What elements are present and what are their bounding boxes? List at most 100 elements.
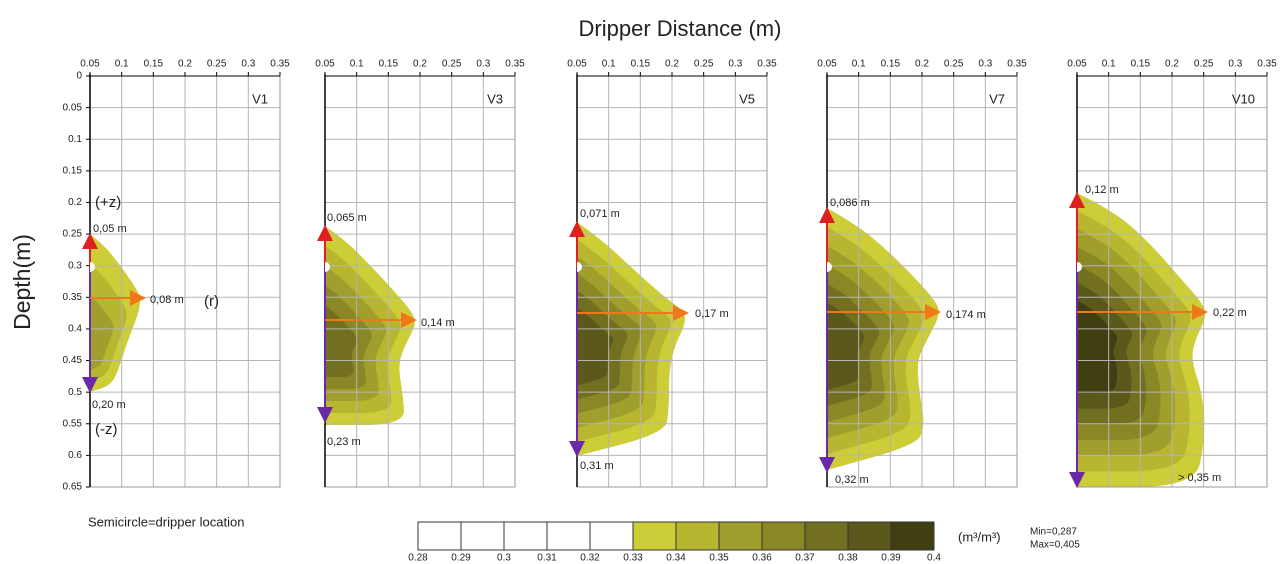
annotation: 0,12 m bbox=[1085, 184, 1119, 196]
x-tick-label: 0.05 bbox=[315, 59, 335, 70]
colorbar-tick-label: 0.37 bbox=[795, 553, 815, 564]
colorbar-box bbox=[675, 521, 720, 551]
x-tick-label: 0.15 bbox=[631, 59, 651, 70]
dripper bbox=[1077, 262, 1082, 272]
panel-title: V3 bbox=[487, 91, 503, 106]
annotation: > 0,35 m bbox=[1178, 472, 1221, 484]
x-tick-label: 0.1 bbox=[1102, 59, 1116, 70]
dripper bbox=[577, 262, 582, 272]
x-tick-label: 0.2 bbox=[413, 59, 427, 70]
x-tick-label: 0.3 bbox=[1228, 59, 1242, 70]
colorbar-tick-label: 0.3 bbox=[497, 553, 511, 564]
x-tick-label: 0.1 bbox=[602, 59, 616, 70]
annotation: 0,31 m bbox=[580, 460, 614, 472]
colorbar-tick-label: 0.32 bbox=[580, 553, 600, 564]
x-tick-label: 0.35 bbox=[1257, 59, 1277, 70]
colorbar-box bbox=[589, 521, 634, 551]
x-tick-label: 0.05 bbox=[567, 59, 587, 70]
colorbar-unit: (m³/m³) bbox=[958, 529, 1001, 544]
colorbar-tick-label: 0.4 bbox=[927, 553, 941, 564]
y-tick-label: 0.3 bbox=[68, 260, 82, 271]
y-tick-label: 0.05 bbox=[63, 102, 83, 113]
annotation: 0,32 m bbox=[835, 474, 869, 486]
colorbar-tick-label: 0.28 bbox=[408, 553, 428, 564]
x-tick-label: 0.3 bbox=[978, 59, 992, 70]
contour-band bbox=[577, 307, 613, 386]
x-tick-label: 0.2 bbox=[915, 59, 929, 70]
annotation: 0,20 m bbox=[92, 399, 126, 411]
x-tick-label: 0.2 bbox=[1165, 59, 1179, 70]
colorbar-box bbox=[503, 521, 548, 551]
colorbar-tick-label: 0.35 bbox=[709, 553, 729, 564]
colorbar-tick-label: 0.36 bbox=[752, 553, 772, 564]
contour-band bbox=[1077, 300, 1118, 394]
colorbar-tick-label: 0.34 bbox=[666, 553, 686, 564]
dripper bbox=[325, 262, 330, 272]
colorbar-box bbox=[460, 521, 505, 551]
x-tick-label: 0.15 bbox=[379, 59, 399, 70]
x-tick-label: 0.1 bbox=[115, 59, 129, 70]
annotation: 0,065 m bbox=[327, 212, 367, 224]
colorbar-box bbox=[417, 521, 462, 551]
colorbar-box bbox=[847, 521, 892, 551]
colorbar-tick-label: 0.31 bbox=[537, 553, 557, 564]
x-tick-label: 0.25 bbox=[207, 59, 227, 70]
contour bbox=[1077, 193, 1206, 487]
y-tick-label: 0.35 bbox=[63, 292, 83, 303]
note: Semicircle=dripper location bbox=[88, 514, 244, 529]
colorbar-box bbox=[804, 521, 849, 551]
dripper bbox=[827, 262, 832, 272]
colorbar-box bbox=[890, 521, 935, 551]
x-tick-label: 0.25 bbox=[694, 59, 714, 70]
y-tick-label: 0.65 bbox=[63, 482, 83, 493]
y-tick-label: 0.25 bbox=[63, 229, 83, 240]
colorbar-tick-label: 0.39 bbox=[881, 553, 901, 564]
panel-title: V5 bbox=[739, 91, 755, 106]
annotation: 0,22 m bbox=[1213, 307, 1247, 319]
x-tick-label: 0.25 bbox=[1194, 59, 1214, 70]
x-tick-label: 0.35 bbox=[270, 59, 290, 70]
x-tick-label: 0.05 bbox=[80, 59, 100, 70]
colorbar-box bbox=[718, 521, 763, 551]
x-tick-label: 0.1 bbox=[350, 59, 364, 70]
colorbar-tick-label: 0.33 bbox=[623, 553, 643, 564]
panel-title: V7 bbox=[989, 91, 1005, 106]
x-tick-label: 0.35 bbox=[505, 59, 525, 70]
y-tick-label: 0.5 bbox=[68, 387, 82, 398]
x-tick-label: 0.25 bbox=[944, 59, 964, 70]
contour-band bbox=[90, 295, 114, 370]
contour bbox=[827, 208, 939, 470]
y-tick-label: 0.6 bbox=[68, 450, 82, 461]
panel-title: V1 bbox=[252, 91, 268, 106]
x-tick-label: 0.05 bbox=[817, 59, 837, 70]
y-tick-label: 0 bbox=[76, 71, 82, 82]
y-tick-label: 0.55 bbox=[63, 418, 83, 429]
x-tick-label: 0.35 bbox=[1007, 59, 1027, 70]
annotation: (-z) bbox=[95, 421, 118, 438]
contour-band bbox=[827, 302, 865, 390]
x-tick-label: 0.1 bbox=[852, 59, 866, 70]
contour bbox=[577, 222, 685, 456]
annotation: 0,086 m bbox=[830, 197, 870, 209]
annotation: 0,14 m bbox=[421, 317, 455, 329]
y-tick-label: 0.1 bbox=[68, 134, 82, 145]
x-tick-label: 0.15 bbox=[881, 59, 901, 70]
max-label: Max=0,405 bbox=[1030, 540, 1080, 551]
annotation: 0,071 m bbox=[580, 208, 620, 220]
annotation: (+z) bbox=[95, 194, 121, 211]
annotation: (r) bbox=[204, 293, 219, 310]
x-tick-label: 0.3 bbox=[241, 59, 255, 70]
x-tick-label: 0.2 bbox=[665, 59, 679, 70]
y-axis-label: Depth(m) bbox=[9, 234, 35, 330]
y-tick-label: 0.4 bbox=[68, 324, 82, 335]
y-tick-label: 0.2 bbox=[68, 197, 82, 208]
annotation: 0,05 m bbox=[93, 223, 127, 235]
x-tick-label: 0.05 bbox=[1067, 59, 1087, 70]
annotation: 0,174 m bbox=[946, 309, 986, 321]
colorbar-tick-label: 0.38 bbox=[838, 553, 858, 564]
figure-title: Dripper Distance (m) bbox=[579, 16, 782, 41]
contour bbox=[325, 226, 415, 425]
min-label: Min=0,287 bbox=[1030, 527, 1077, 538]
annotation: 0,23 m bbox=[327, 436, 361, 448]
